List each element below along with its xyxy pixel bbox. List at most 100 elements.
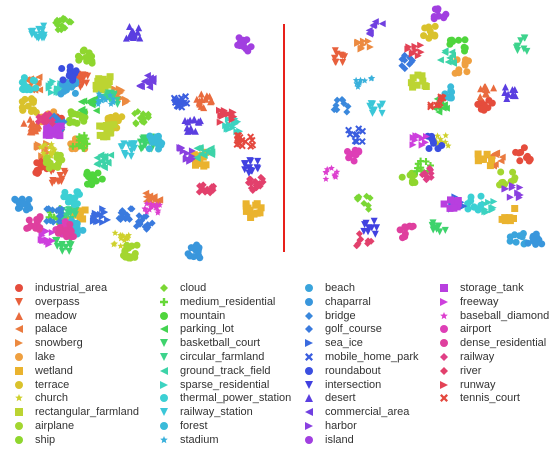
scatter-point-railway_station	[369, 109, 376, 117]
scatter-point-medium_residential	[427, 162, 434, 169]
scatter-point-medium_residential	[75, 133, 83, 141]
scatter-point-rectangular_farmland	[110, 121, 118, 129]
scatter-point-industrial_area	[520, 144, 528, 152]
scatter-point-dense_residential	[401, 223, 409, 231]
scatter-point-cloud	[132, 120, 140, 128]
scatter-point-meadow	[33, 124, 41, 132]
scatter-point-storage_tank	[57, 122, 65, 130]
scatter-point-meadow	[481, 83, 489, 91]
scatter-point-harbor	[506, 193, 514, 201]
scatter-point-cloud	[360, 199, 368, 207]
scatter-point-runway	[417, 48, 425, 56]
scatter-point-sea_ice	[460, 202, 468, 210]
scatter-point-railway	[42, 118, 50, 126]
scatter-point-railway_station	[29, 27, 37, 35]
scatter-point-basketball_court	[429, 219, 437, 227]
scatter-point-railway_station	[39, 26, 46, 34]
scatter-point-airplane	[121, 248, 129, 256]
scatter-point-sparse_residential	[490, 198, 498, 205]
scatter-point-mobile_home_park	[182, 93, 190, 100]
scatter-point-mobile_home_park	[346, 130, 354, 138]
scatter-point-dense_residential	[401, 233, 409, 241]
scatter-point-ground_track_field	[107, 151, 115, 159]
scatter-point-airplane	[58, 156, 66, 164]
scatter-point-church	[117, 242, 125, 249]
scatter-point-rectangular_farmland	[421, 82, 429, 90]
scatter-point-industrial_area	[512, 148, 520, 156]
scatter-point-church	[125, 231, 133, 239]
scatter-point-runway	[405, 43, 413, 51]
scatter-point-circular_farmland	[66, 209, 74, 217]
scatter-point-medium_residential	[82, 135, 90, 143]
scatter-point-chaparral	[184, 250, 192, 258]
scatter-point-ground_track_field	[193, 154, 201, 162]
scatter-point-ship	[398, 173, 406, 181]
scatter-point-parking_lot	[92, 107, 100, 115]
scatter-point-rectangular_farmland	[104, 81, 112, 89]
scatter-point-forest	[146, 132, 154, 140]
scatter-point-ship	[411, 179, 419, 186]
scatter-point-railway_station	[121, 151, 129, 159]
scatter-point-palace	[34, 78, 42, 86]
scatter-point-palace	[142, 189, 150, 197]
scatter-point-mountain	[84, 173, 92, 181]
scatter-point-medium_residential	[424, 167, 432, 175]
scatter-point-palace	[35, 73, 43, 81]
scatter-point-tennis_court	[249, 141, 257, 149]
scatter-point-circular_farmland	[62, 212, 70, 220]
scatter-point-mountain	[92, 177, 100, 185]
scatter-point-parking_lot	[439, 104, 447, 112]
scatter-point-railway_station	[35, 34, 43, 42]
scatter-point-basketball_court	[142, 137, 150, 145]
scatter-point-tennis_court	[241, 138, 249, 145]
scatter-point-golf_course	[144, 224, 152, 231]
scatter-point-baseball_diamond	[154, 207, 162, 214]
scatter-point-forest	[79, 226, 87, 234]
scatter-point-sparse_residential	[229, 124, 237, 131]
scatter-point-stadium	[102, 96, 110, 103]
scatter-point-mobile_home_park	[352, 131, 359, 139]
scatter-point-snowberg	[118, 86, 126, 94]
scatter-point-intersection	[361, 221, 369, 229]
scatter-point-bridge	[57, 212, 65, 220]
scatter-point-railway_station	[127, 152, 135, 160]
scatter-point-intersection	[371, 230, 379, 238]
scatter-point-overpass	[51, 177, 58, 185]
scatter-point-wetland	[81, 206, 89, 214]
scatter-point-runway	[222, 111, 230, 118]
scatter-point-stadium	[106, 92, 114, 99]
scatter-point-golf_course	[398, 62, 406, 70]
scatter-point-roundabout	[69, 73, 77, 81]
scatter-point-rectangular_farmland	[409, 83, 417, 91]
scatter-point-beach	[63, 83, 71, 91]
scatter-point-river	[353, 242, 361, 250]
scatter-point-rectangular_farmland	[106, 129, 114, 137]
scatter-point-runway	[417, 41, 425, 49]
scatter-point-railway_station	[376, 103, 384, 111]
scatter-point-wetland	[488, 156, 496, 164]
scatter-point-rectangular_farmland	[419, 77, 427, 85]
scatter-point-basketball_court	[66, 240, 73, 248]
scatter-point-wetland	[242, 200, 250, 208]
scatter-point-medium_residential	[417, 157, 425, 165]
scatter-point-baseball_diamond	[328, 164, 335, 172]
scatter-point-rectangular_farmland	[414, 71, 422, 79]
scatter-point-meadow	[197, 90, 205, 98]
scatter-point-cloud	[365, 205, 373, 213]
scatter-point-desert	[131, 32, 139, 40]
scatter-point-circular_farmland	[65, 206, 73, 214]
right-scatter-panel	[322, 5, 546, 250]
scatter-point-harbor	[188, 156, 195, 164]
scatter-point-overpass	[75, 75, 83, 83]
scatter-point-ship	[80, 117, 88, 125]
scatter-point-freeway	[43, 227, 51, 235]
scatter-point-baseball_diamond	[143, 208, 151, 215]
scatter-point-dense_residential	[57, 227, 65, 235]
scatter-point-thermal_power_station	[64, 198, 72, 206]
scatter-point-meadow	[477, 85, 485, 93]
scatter-point-rectangular_farmland	[106, 73, 114, 81]
scatter-point-forest	[145, 145, 153, 153]
scatter-point-sparse_residential	[485, 198, 493, 206]
scatter-point-golf_course	[123, 211, 131, 219]
scatter-point-basketball_court	[141, 141, 149, 149]
